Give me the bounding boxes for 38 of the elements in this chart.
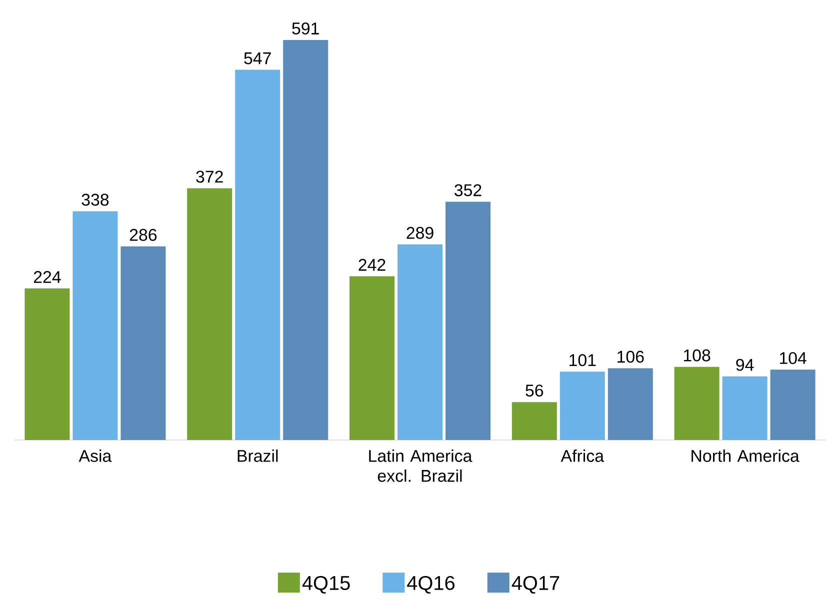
bar xyxy=(770,370,816,440)
x-tick-label: Asia xyxy=(78,450,112,462)
data-label: 101 xyxy=(570,354,596,366)
bar xyxy=(350,276,395,440)
legend-label: 4Q16 xyxy=(407,576,454,594)
bar xyxy=(608,368,653,440)
bar xyxy=(72,211,118,440)
data-label: 108 xyxy=(684,349,710,362)
data-label: 352 xyxy=(454,184,482,196)
x-tick-label: North America xyxy=(692,450,800,462)
data-label: 106 xyxy=(618,350,644,363)
bar xyxy=(722,376,768,440)
data-label: 94 xyxy=(736,358,754,371)
x-tick-label: Africa xyxy=(560,450,604,462)
bar xyxy=(446,202,491,440)
bar xyxy=(187,188,232,440)
x-tick-label: Brazil xyxy=(238,450,278,462)
legend-label: 4Q15 xyxy=(302,576,350,594)
bar xyxy=(283,40,328,440)
data-label: 547 xyxy=(244,52,271,64)
data-label: 56 xyxy=(526,384,544,397)
bar xyxy=(120,246,166,440)
data-label: 372 xyxy=(196,170,223,183)
data-label: 289 xyxy=(406,226,434,239)
data-label: 591 xyxy=(292,22,319,34)
bar xyxy=(512,402,557,440)
legend-label: 4Q17 xyxy=(512,576,560,594)
bar xyxy=(24,288,70,440)
bar xyxy=(398,244,443,440)
x-tick-label: Latin America excl. Brazil xyxy=(369,450,472,482)
data-label: 104 xyxy=(780,352,806,364)
bar xyxy=(560,372,605,440)
data-label: 338 xyxy=(82,194,109,206)
data-label: 242 xyxy=(358,258,386,271)
data-label: 224 xyxy=(34,271,61,283)
bar xyxy=(674,366,720,440)
bar xyxy=(235,70,280,440)
data-label: 286 xyxy=(130,228,157,241)
